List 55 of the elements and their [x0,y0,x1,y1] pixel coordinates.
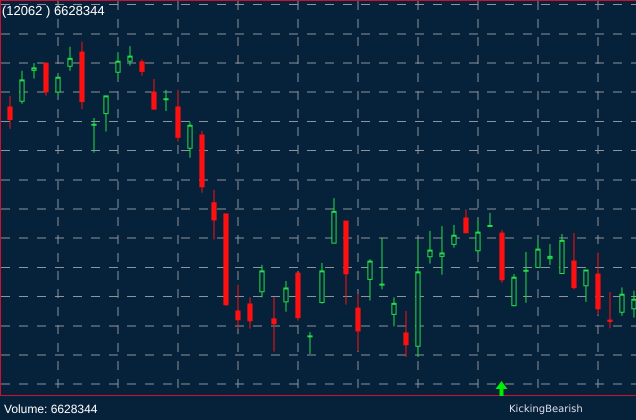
candlestick [547,244,553,266]
candlestick [415,240,421,358]
candlestick [319,262,325,304]
candlestick [307,332,313,354]
candlestick [463,208,469,234]
candlestick [67,46,73,72]
candlestick [271,296,277,352]
candlestick [115,52,121,80]
candlestick [163,89,169,112]
candlestick [175,89,181,142]
candlestick [487,212,493,227]
candlestick [223,213,229,306]
candlestick [439,226,445,276]
candlestick [355,293,361,352]
candlestick [511,274,517,308]
candlestick [283,280,289,312]
text: Volume: 6628344 [4,402,98,416]
candlestick [19,70,25,104]
candlestick [571,232,577,290]
candlestick [235,284,241,330]
candlestick [199,130,205,194]
candlestick [127,46,133,66]
candlestick [247,296,253,330]
candlestick [79,41,85,110]
candlestick [499,229,505,284]
candlestick [535,238,541,268]
candlestick [187,122,193,158]
candlestick [103,95,109,132]
text: KickingBearish [509,404,583,415]
candlestick [211,189,217,240]
candlestick [403,310,409,358]
candlestick [451,224,457,248]
candlestick [331,198,337,244]
candlestick [343,220,349,306]
candlestick [31,62,37,80]
chart-title: (12062 ) 6628344 [2,3,105,18]
candlestick [379,238,385,290]
candlestick [607,292,613,329]
candlestick [583,269,589,302]
candlestick [619,286,625,316]
candlestick [295,272,301,322]
candlestick [43,62,49,96]
candlestick [55,76,61,97]
candlestick [151,78,157,110]
candlestick [523,252,529,304]
candlestick [259,264,265,298]
candlestick [475,219,481,254]
candlestick [595,252,601,316]
candlestick [367,258,373,302]
candlestick [7,95,13,130]
candlestick [391,296,397,327]
candlestick [91,117,97,154]
candlestick [139,58,145,76]
candlestick [427,230,433,264]
candlestick [559,234,565,274]
